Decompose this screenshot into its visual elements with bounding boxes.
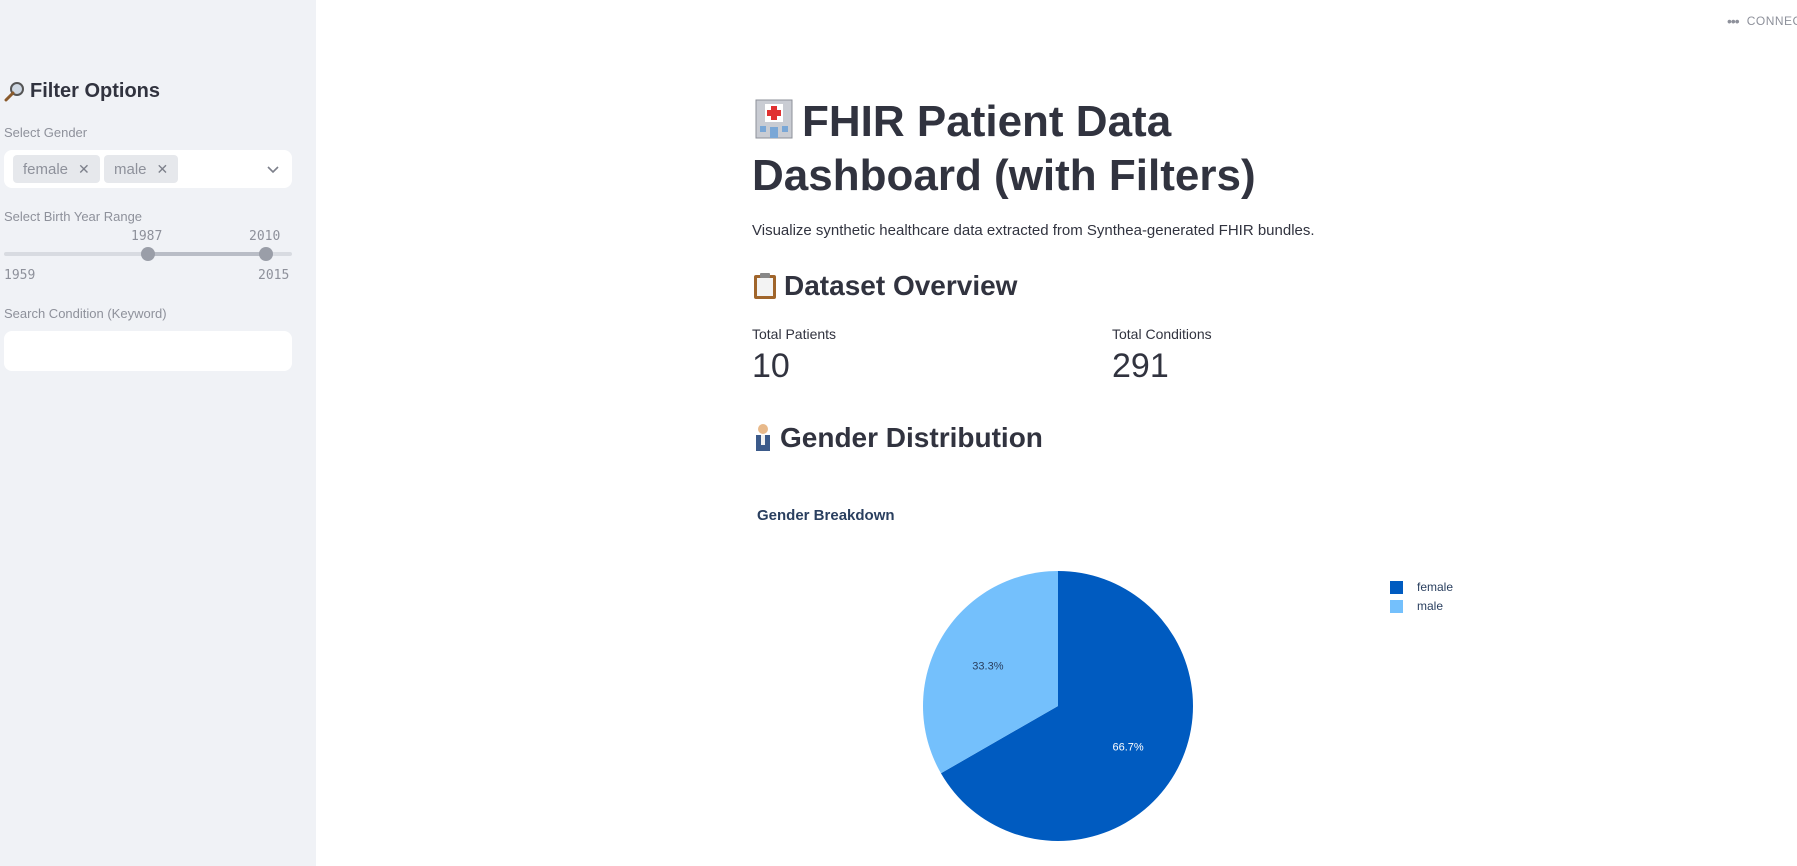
- pie-slice-female[interactable]: [940, 571, 1193, 841]
- overview-heading-text: Dataset Overview: [784, 270, 1018, 301]
- total-conditions-value: 291: [1112, 347, 1169, 385]
- clipboard-icon: [754, 273, 776, 299]
- sidebar: Filter Options Select Gender female ✕ ma…: [0, 0, 316, 866]
- total-patients-label: Total Patients: [752, 326, 837, 342]
- sidebar-title: Filter Options: [4, 80, 160, 103]
- pie-label-male: 33.3%: [972, 660, 1003, 672]
- range-min-value: 1959: [4, 268, 36, 283]
- total-conditions-label: Total Conditions: [1112, 326, 1212, 342]
- pie-slice-male[interactable]: [923, 571, 1058, 774]
- magnifier-icon: [4, 81, 24, 101]
- chevron-down-icon[interactable]: [266, 162, 280, 176]
- chip-male-label: male: [114, 160, 147, 178]
- gender-heading-text: Gender Distribution: [780, 422, 1043, 453]
- chip-male[interactable]: male ✕: [104, 155, 179, 183]
- person-icon: [756, 424, 770, 451]
- remove-male-icon[interactable]: ✕: [156, 160, 169, 177]
- gender-heading: Gender Distribution: [752, 422, 1043, 454]
- connection-status: ••• CONNECTING: [1727, 13, 1797, 29]
- legend-item-female[interactable]: female: [1390, 580, 1453, 594]
- page-subtitle: Visualize synthetic healthcare data extr…: [752, 222, 1315, 239]
- legend-label-male: male: [1417, 599, 1444, 613]
- page-title-text: FHIR Patient Data Dashboard (with Filter…: [752, 97, 1256, 200]
- sidebar-title-text: Filter Options: [30, 80, 160, 102]
- gender-label: Select Gender: [4, 125, 88, 140]
- legend-item-male[interactable]: male: [1390, 599, 1443, 613]
- connection-status-text: CONNECTING: [1746, 14, 1797, 28]
- total-patients-value: 10: [752, 347, 790, 385]
- hospital-icon: [755, 99, 793, 139]
- slider-thumb-low[interactable]: [141, 247, 155, 261]
- range-high-value: 2010: [249, 229, 281, 244]
- legend-label-female: female: [1417, 580, 1454, 594]
- legend-swatch-female: [1390, 580, 1403, 594]
- remove-female-icon[interactable]: ✕: [78, 160, 90, 177]
- gender-multiselect[interactable]: female ✕ male ✕: [4, 150, 292, 188]
- birth-year-label: Select Birth Year Range: [4, 209, 143, 224]
- slider-selected-range: [147, 252, 266, 256]
- chip-female[interactable]: female ✕: [13, 155, 100, 183]
- search-condition-input[interactable]: [4, 331, 292, 371]
- chip-female-label: female: [23, 160, 69, 178]
- overview-heading: Dataset Overview: [752, 270, 1017, 302]
- page-title: FHIR Patient Data Dashboard (with Filter…: [752, 95, 1402, 203]
- pie-label-female: 66.7%: [1113, 742, 1144, 754]
- legend-swatch-male: [1390, 599, 1403, 613]
- range-low-value: 1987: [131, 229, 163, 244]
- range-max-value: 2015: [258, 268, 290, 283]
- search-condition-label: Search Condition (Keyword): [4, 306, 167, 321]
- more-icon[interactable]: •••: [1727, 13, 1740, 29]
- chart-title: Gender Breakdown: [757, 507, 895, 524]
- slider-thumb-high[interactable]: [259, 247, 273, 261]
